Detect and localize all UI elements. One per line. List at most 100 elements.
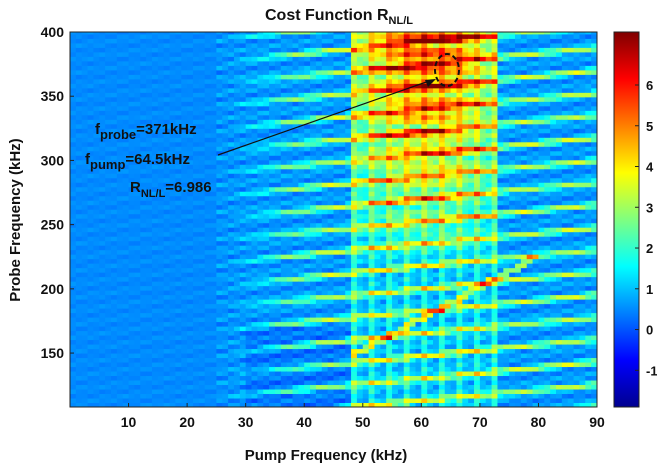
heatmap-cell <box>192 330 200 336</box>
heatmap-cell <box>415 294 422 300</box>
heatmap-cell <box>128 326 135 332</box>
heatmap-cell <box>204 312 212 318</box>
heatmap-cell <box>392 173 399 179</box>
heatmap-cell <box>380 402 387 407</box>
heatmap-cell <box>75 227 83 233</box>
heatmap-cell <box>146 33 153 39</box>
heatmap-cell <box>327 164 334 170</box>
heatmap-cell <box>403 159 411 165</box>
heatmap-cell <box>99 195 106 201</box>
heatmap-cell <box>81 267 89 273</box>
heatmap-cell <box>345 249 352 255</box>
heatmap-cell <box>298 294 305 300</box>
heatmap-cell <box>140 87 147 93</box>
heatmap-cell <box>198 272 206 278</box>
heatmap-cell <box>187 204 194 210</box>
heatmap-cell <box>140 150 147 156</box>
heatmap-cell <box>304 254 311 260</box>
heatmap-cell <box>187 389 194 395</box>
heatmap-cell <box>140 240 147 246</box>
heatmap-cell <box>339 344 346 350</box>
heatmap-cell <box>110 168 118 174</box>
heatmap-cell <box>210 33 217 39</box>
heatmap-cell <box>345 209 352 215</box>
heatmap-cell <box>216 32 223 35</box>
heatmap-cell <box>257 393 264 399</box>
heatmap-cell <box>134 182 141 188</box>
heatmap-cell <box>345 218 352 224</box>
heatmap-cell <box>216 60 223 66</box>
heatmap-cell <box>110 69 118 75</box>
heatmap-cell <box>321 195 329 201</box>
heatmap-cell <box>310 78 317 84</box>
heatmap-cell <box>216 281 223 287</box>
heatmap-cell <box>216 236 223 242</box>
heatmap-cell <box>327 321 334 327</box>
heatmap-cell <box>339 308 346 314</box>
heatmap-cell <box>70 51 77 57</box>
heatmap-cell <box>157 299 165 305</box>
heatmap-cell <box>175 101 182 107</box>
heatmap-cell <box>128 92 135 98</box>
heatmap-cell <box>292 222 299 228</box>
heatmap-cell <box>269 177 276 183</box>
heatmap-cell <box>228 326 235 332</box>
heatmap-cell <box>122 389 130 395</box>
heatmap-cell <box>286 74 294 80</box>
heatmap-cell <box>362 393 370 399</box>
heatmap-cell <box>368 92 375 98</box>
heatmap-cell <box>368 249 375 255</box>
heatmap-cell <box>99 245 106 251</box>
heatmap-cell <box>386 362 393 368</box>
heatmap-cell <box>128 344 135 350</box>
heatmap-cell <box>175 105 182 111</box>
heatmap-cell <box>116 168 124 174</box>
heatmap-cell <box>216 254 223 260</box>
heatmap-cell <box>181 155 188 161</box>
heatmap-cell <box>403 128 411 134</box>
heatmap-cell <box>351 236 358 242</box>
heatmap-cell <box>210 123 217 129</box>
heatmap-cell <box>368 267 375 273</box>
heatmap-cell <box>315 204 323 210</box>
heatmap-cell <box>105 74 112 80</box>
heatmap-cell <box>187 317 194 323</box>
heatmap-cell <box>228 132 235 138</box>
heatmap-cell <box>257 42 264 48</box>
heatmap-cell <box>181 263 188 269</box>
heatmap-cell <box>169 326 176 332</box>
heatmap-cell <box>333 290 340 296</box>
heatmap-cell <box>87 371 94 377</box>
heatmap-cell <box>321 267 329 273</box>
heatmap-cell <box>222 344 229 350</box>
heatmap-cell <box>222 65 229 71</box>
heatmap-cell <box>198 150 206 156</box>
heatmap-cell <box>315 254 323 260</box>
heatmap-cell <box>75 69 83 75</box>
heatmap-cell <box>409 195 416 201</box>
heatmap-cell <box>356 137 364 143</box>
heatmap-cell <box>374 371 381 377</box>
heatmap-cell <box>204 164 212 170</box>
heatmap-cell <box>351 272 358 278</box>
heatmap-cell <box>392 141 399 147</box>
heatmap-cell <box>216 285 223 291</box>
heatmap-cell <box>321 294 329 300</box>
heatmap-cell <box>105 42 112 48</box>
heatmap-cell <box>315 348 323 354</box>
heatmap-cell <box>110 65 118 71</box>
heatmap-cell <box>397 312 405 318</box>
heatmap-cell <box>210 168 217 174</box>
heatmap-cell <box>403 326 411 332</box>
heatmap-cell <box>392 65 399 71</box>
heatmap-cell <box>356 245 364 251</box>
heatmap-cell <box>397 344 405 350</box>
heatmap-cell <box>292 204 299 210</box>
heatmap-cell <box>409 200 416 206</box>
heatmap-cell <box>292 128 299 134</box>
heatmap-cell <box>110 384 118 390</box>
heatmap-cell <box>187 65 194 71</box>
heatmap-cell <box>368 398 375 403</box>
heatmap-cell <box>198 110 206 116</box>
heatmap-cell <box>204 168 212 174</box>
